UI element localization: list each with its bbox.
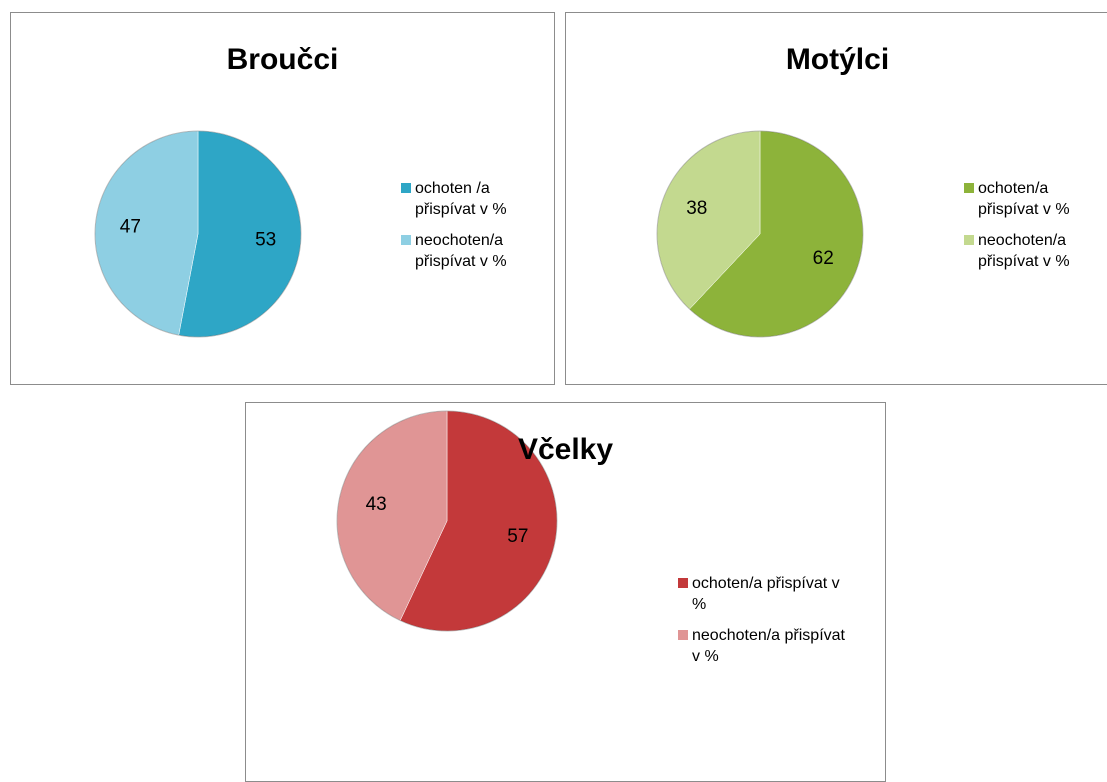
data-label: 47	[120, 217, 141, 238]
legend-swatch	[964, 183, 974, 193]
pie-slice	[336, 410, 448, 621]
pie-area: 57 43	[336, 410, 558, 632]
pie-outline	[336, 410, 558, 632]
legend-label: ochoten/a přispívat v %	[978, 180, 1070, 218]
chart-title: Motýlci	[785, 43, 890, 76]
legend: ochoten/a přispívat v % neochoten/a přisp…	[962, 178, 1082, 282]
pie-outline	[656, 130, 864, 338]
pie-slice	[399, 410, 558, 632]
legend-swatch	[964, 235, 974, 245]
legend-item: neochoten/a přispívat v %	[399, 230, 519, 272]
data-label: 57	[507, 526, 528, 547]
legend-label: neochoten/a přispívat v %	[692, 627, 845, 665]
legend: ochoten /a přispívat v % neochoten/a přis…	[399, 178, 519, 282]
pie-slice	[178, 130, 302, 338]
legend-label: ochoten /a přispívat v %	[415, 180, 507, 218]
pie-slice	[689, 130, 864, 338]
pie-area: 62 38	[656, 130, 864, 338]
legend-item: neochoten/a přispívat v %	[676, 625, 851, 667]
pie-slice	[94, 130, 199, 336]
data-label: 53	[255, 229, 276, 250]
legend-item: neochoten/a přispívat v %	[962, 230, 1082, 272]
legend-label: neochoten/a přispívat v %	[978, 232, 1070, 270]
chart: 53 47 ochoten /a přispívat v % neochoten/a …	[10, 12, 555, 385]
legend: ochoten/a přispívat v % neochoten/a přisp…	[676, 573, 851, 677]
chart-title: Broučci	[226, 43, 339, 76]
chart: 57 43 ochoten/a přispívat v % neochoten/a p…	[245, 402, 886, 782]
legend-swatch	[678, 578, 688, 588]
legend-item: ochoten /a přispívat v %	[399, 178, 519, 220]
legend-label: ochoten/a přispívat v %	[692, 575, 840, 613]
legend-item: ochoten/a přispívat v %	[676, 573, 851, 615]
pie-outline	[94, 130, 302, 338]
chart: 62 38 ochoten/a přispívat v % neochoten/a p…	[565, 12, 1107, 385]
legend-label: neochoten/a přispívat v %	[415, 232, 507, 270]
pie-area: 53 47	[94, 130, 302, 338]
legend-swatch	[401, 183, 411, 193]
legend-item: ochoten/a přispívat v %	[962, 178, 1082, 220]
legend-swatch	[678, 630, 688, 640]
chart-title: Včelky	[517, 433, 614, 466]
data-label: 38	[686, 198, 707, 219]
data-label: 62	[813, 248, 834, 269]
data-label: 43	[366, 494, 387, 515]
legend-swatch	[401, 235, 411, 245]
pie-slice	[656, 130, 761, 310]
